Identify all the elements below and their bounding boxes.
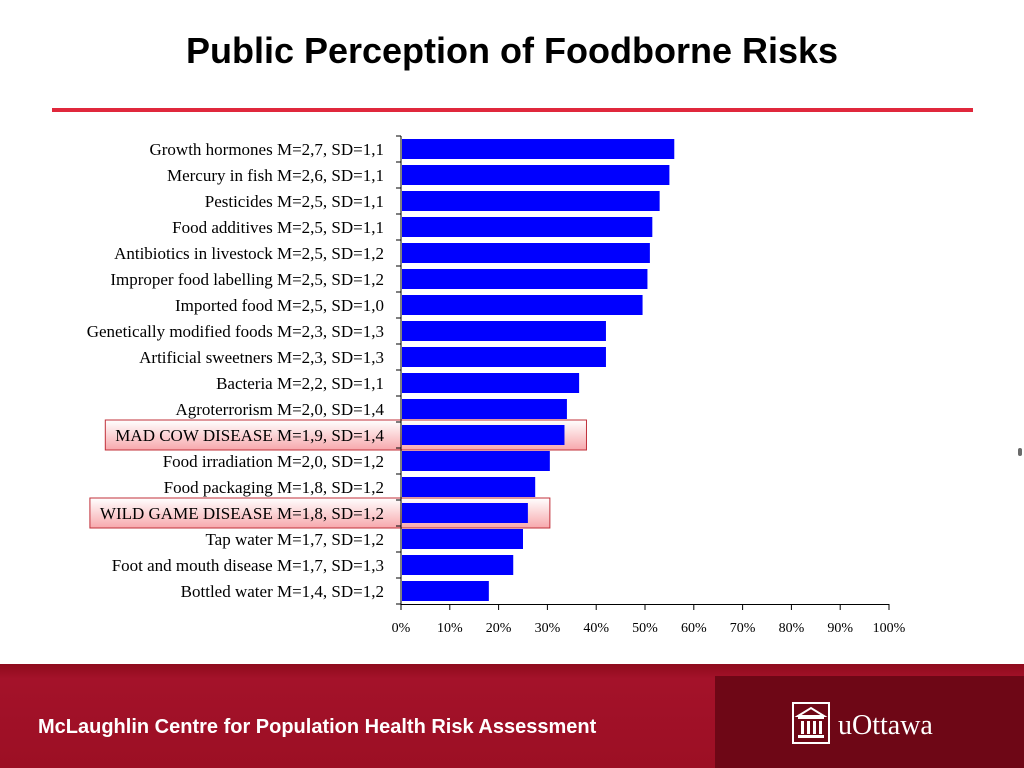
category-label: Bottled water M=1,4, SD=1,2 — [181, 582, 384, 601]
bar — [402, 451, 550, 471]
category-label: Food irradiation M=2,0, SD=1,2 — [163, 452, 384, 471]
university-logo-text: uOttawa — [838, 710, 933, 741]
x-tick-label: 100% — [873, 621, 906, 636]
x-tick-label: 80% — [779, 621, 805, 636]
bar — [402, 555, 514, 575]
x-tick-label: 70% — [730, 621, 756, 636]
category-label: Mercury in fish M=2,6, SD=1,1 — [167, 166, 384, 185]
university-building-icon — [792, 702, 830, 744]
category-label: Genetically modified foods M=2,3, SD=1,3 — [87, 322, 384, 341]
bar — [402, 243, 650, 263]
footer-org-name: McLaughlin Centre for Population Health … — [38, 716, 597, 738]
bar — [402, 503, 528, 523]
category-label: Pesticides M=2,5, SD=1,1 — [205, 192, 384, 211]
category-label: Food packaging M=1,8, SD=1,2 — [164, 478, 384, 497]
x-tick-label: 0% — [392, 621, 411, 636]
bar — [402, 529, 523, 549]
x-tick-label: 90% — [827, 621, 853, 636]
bar — [402, 477, 536, 497]
category-label: Bacteria M=2,2, SD=1,1 — [216, 374, 384, 393]
x-tick-label: 50% — [632, 621, 658, 636]
category-label: Growth hormones M=2,7, SD=1,1 — [149, 140, 384, 159]
bar — [402, 321, 606, 341]
category-label: Tap water M=1,7, SD=1,2 — [205, 530, 384, 549]
bar — [402, 295, 643, 315]
category-labels: Growth hormones M=2,7, SD=1,1 Mercury in … — [87, 140, 385, 601]
bar — [402, 165, 670, 185]
bar — [402, 399, 567, 419]
category-label: Antibiotics in livestock M=2,5, SD=1,2 — [114, 244, 384, 263]
bar — [402, 581, 489, 601]
category-label: Foot and mouth disease M=1,7, SD=1,3 — [112, 556, 384, 575]
title-divider — [52, 108, 973, 112]
x-tick-label: 60% — [681, 621, 707, 636]
bar — [402, 139, 675, 159]
category-label: WILD GAME DISEASE M=1,8, SD=1,2 — [100, 504, 384, 523]
category-label: Food additives M=2,5, SD=1,1 — [172, 218, 384, 237]
edge-dot — [1018, 448, 1022, 456]
category-label: Improper food labelling M=2,5, SD=1,2 — [110, 270, 384, 289]
category-label: Agroterrorism M=2,0, SD=1,4 — [175, 400, 384, 419]
bar — [402, 425, 565, 445]
bar — [402, 347, 606, 367]
category-label: Imported food M=2,5, SD=1,0 — [175, 296, 384, 315]
axes: 0% 10% 20% 30% 40% 50% 60% 70% 80% 90% 100% — [392, 135, 906, 636]
bars-layer — [402, 139, 675, 601]
slide-title: Public Perception of Foodborne Risks — [185, 30, 839, 71]
category-label: MAD COW DISEASE M=1,9, SD=1,4 — [115, 426, 384, 445]
footer-bar: McLaughlin Centre for Population Health … — [0, 664, 1024, 768]
category-label: Artificial sweetners M=2,3, SD=1,3 — [139, 348, 384, 367]
bar — [402, 373, 580, 393]
x-tick-label: 20% — [486, 621, 512, 636]
x-tick-label: 10% — [437, 621, 463, 636]
bar-chart: Growth hormones M=2,7, SD=1,1 Mercury in … — [87, 135, 906, 636]
bar — [402, 269, 648, 289]
x-tick-label: 30% — [535, 621, 561, 636]
bar — [402, 191, 660, 211]
bar — [402, 217, 653, 237]
footer-logo-panel — [715, 676, 1024, 768]
x-tick-label: 40% — [583, 621, 609, 636]
